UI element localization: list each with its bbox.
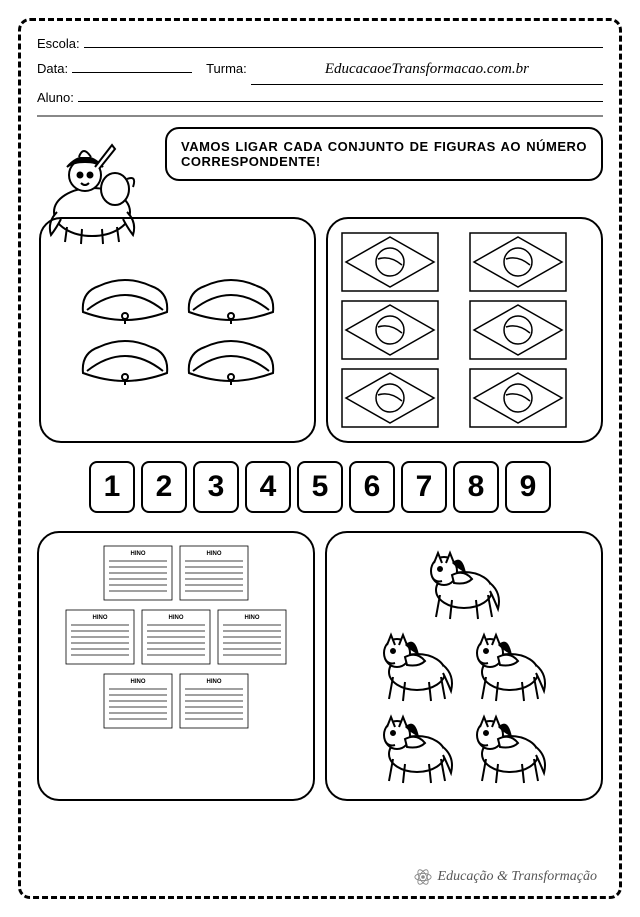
aluno-label: Aluno: — [37, 87, 74, 109]
data-label: Data: — [37, 58, 68, 80]
number-3[interactable]: 3 — [193, 461, 239, 513]
number-2[interactable]: 2 — [141, 461, 187, 513]
instruction-box: VAMOS LIGAR CADA CONJUNTO DE FIGURAS AO … — [165, 127, 603, 181]
sets-row-bottom: HINO HINO HINO HINO HINO HINO — [37, 531, 603, 801]
number-7[interactable]: 7 — [401, 461, 447, 513]
footer-text: Educação & Transformação — [438, 869, 597, 885]
music-sheet-icon: HINO — [179, 673, 249, 729]
music-sheet-icon: HINO — [217, 609, 287, 665]
header-divider — [37, 115, 603, 117]
numbers-row: 123456789 — [37, 461, 603, 513]
turma-label: Turma: — [206, 58, 247, 80]
worksheet-page: Escola: Data: Turma: EducacaoeTransforma… — [18, 18, 622, 899]
flag-icon — [468, 231, 568, 293]
hat-icon — [181, 333, 281, 388]
number-8[interactable]: 8 — [453, 461, 499, 513]
number-9[interactable]: 9 — [505, 461, 551, 513]
hat-icon — [181, 272, 281, 327]
music-sheet-icon: HINO — [103, 545, 173, 601]
data-line[interactable] — [72, 60, 192, 73]
svg-text:HINO: HINO — [207, 679, 222, 685]
horse-icon — [375, 709, 460, 787]
sets-row-top — [37, 217, 603, 443]
horse-icon — [422, 545, 507, 623]
set-flags[interactable] — [326, 217, 603, 443]
number-1[interactable]: 1 — [89, 461, 135, 513]
flag-icon — [468, 299, 568, 361]
flag-icon — [340, 231, 440, 293]
music-sheet-icon: HINO — [141, 609, 211, 665]
number-5[interactable]: 5 — [297, 461, 343, 513]
svg-text:HINO: HINO — [131, 551, 146, 557]
music-sheet-icon: HINO — [65, 609, 135, 665]
set-sheets[interactable]: HINO HINO HINO HINO HINO HINO — [37, 531, 315, 801]
header: Escola: Data: Turma: EducacaoeTransforma… — [37, 33, 603, 109]
hat-icon — [75, 333, 175, 388]
hat-icon — [75, 272, 175, 327]
number-4[interactable]: 4 — [245, 461, 291, 513]
set-horses[interactable] — [325, 531, 603, 801]
music-sheet-icon: HINO — [103, 673, 173, 729]
website-text: EducacaoeTransformacao.com.br — [251, 57, 603, 85]
flag-icon — [468, 367, 568, 429]
horse-icon — [468, 627, 553, 705]
svg-text:HINO: HINO — [169, 615, 184, 621]
music-sheet-icon: HINO — [179, 545, 249, 601]
horse-icon — [468, 709, 553, 787]
horse-icon — [375, 627, 460, 705]
svg-text:HINO: HINO — [131, 679, 146, 685]
flag-icon — [340, 367, 440, 429]
number-6[interactable]: 6 — [349, 461, 395, 513]
escola-label: Escola: — [37, 33, 80, 55]
atom-icon — [414, 868, 432, 886]
svg-text:HINO: HINO — [207, 551, 222, 557]
flag-icon — [340, 299, 440, 361]
escola-line[interactable] — [84, 35, 603, 48]
footer: Educação & Transformação — [414, 868, 597, 886]
aluno-line[interactable] — [78, 89, 603, 102]
svg-text:HINO: HINO — [245, 615, 260, 621]
svg-text:HINO: HINO — [93, 615, 108, 621]
set-hats[interactable] — [39, 217, 316, 443]
